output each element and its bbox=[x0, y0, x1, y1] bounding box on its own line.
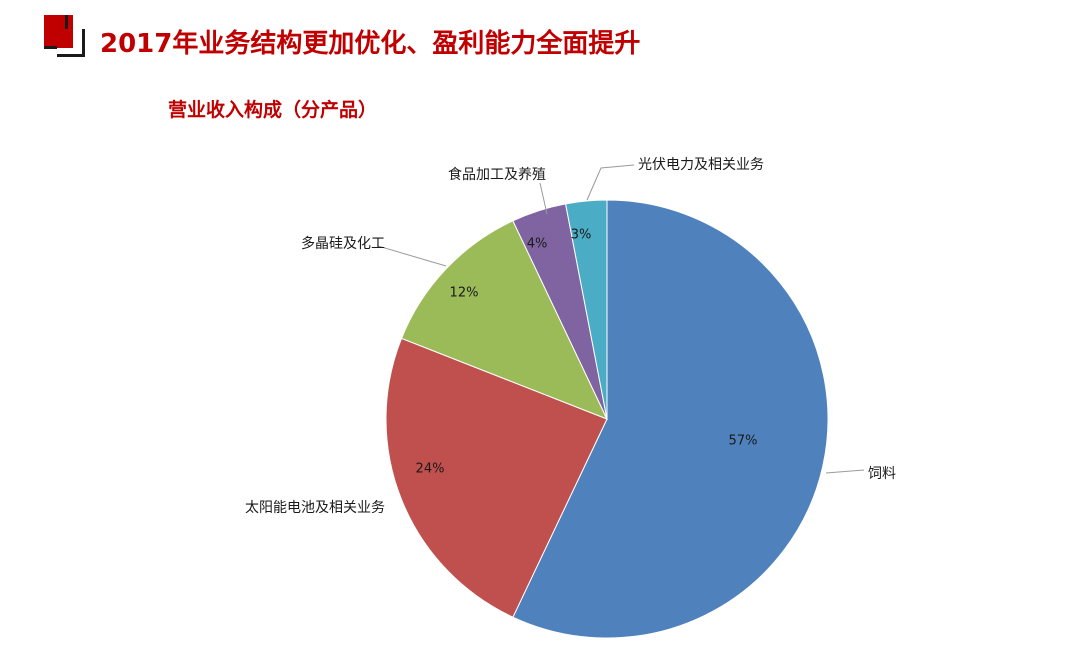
slice-percent-label: 12% bbox=[450, 286, 479, 301]
slice-percent-label: 4% bbox=[527, 237, 548, 252]
leader-line bbox=[586, 164, 635, 201]
leader-line bbox=[539, 182, 548, 215]
leader-line bbox=[377, 245, 447, 267]
corner-frame-icon bbox=[44, 15, 85, 57]
pie-slice bbox=[400, 220, 608, 420]
slice-percent-label: 57% bbox=[729, 434, 758, 449]
slice-category-label: 多晶硅及化工 bbox=[301, 235, 385, 252]
page-title: 2017年业务结构更加优化、盈利能力全面提升 bbox=[100, 29, 641, 59]
pie-slice bbox=[385, 337, 608, 618]
slice-percent-label: 24% bbox=[416, 462, 445, 477]
slice-category-label: 食品加工及养殖 bbox=[448, 166, 546, 183]
pie-slice bbox=[565, 199, 608, 420]
slice-percent-label: 3% bbox=[571, 228, 592, 243]
red-square-icon bbox=[44, 15, 73, 48]
pie-slice bbox=[512, 199, 829, 639]
slice-category-label: 光伏电力及相关业务 bbox=[638, 157, 764, 173]
slice-category-label: 饲料 bbox=[868, 466, 896, 482]
title-decoration-icon bbox=[44, 15, 94, 65]
slice-category-label: 太阳能电池及相关业务 bbox=[245, 500, 385, 516]
chart-title: 营业收入构成（分产品） bbox=[168, 99, 378, 121]
leader-line bbox=[825, 469, 865, 474]
